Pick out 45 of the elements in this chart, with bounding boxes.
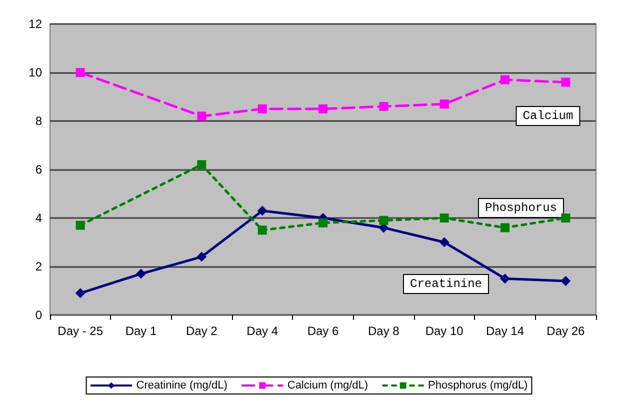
annotation: Phosphorus [484, 201, 558, 215]
point [75, 288, 86, 298]
legend-label: Phosphorus (mg/dL) [428, 380, 528, 392]
point [561, 78, 570, 87]
point [76, 220, 85, 230]
point [257, 206, 268, 216]
y-tick-label: 0 [35, 308, 42, 322]
point [318, 104, 328, 114]
x-tick-label: Day 14 [486, 324, 524, 338]
point [136, 268, 146, 279]
x-tick-label: Day 1 [125, 324, 157, 338]
point [500, 274, 510, 284]
point [500, 75, 510, 84]
point [440, 100, 449, 109]
point [197, 160, 206, 170]
point [197, 112, 206, 121]
point [318, 218, 328, 228]
annotation: Creatinine [410, 277, 482, 291]
y-tick-label: 8 [35, 114, 42, 128]
point [439, 237, 450, 248]
y-tick-label: 4 [35, 211, 42, 225]
point [196, 252, 207, 262]
x-tick-label: Day 8 [368, 324, 400, 338]
legend-label: Creatinine (mg/dL) [136, 380, 228, 392]
point [379, 102, 388, 111]
point [258, 226, 267, 235]
point [560, 276, 571, 286]
point [76, 68, 85, 77]
annotation: Calcium [522, 109, 574, 123]
point [379, 216, 388, 225]
y-tick-label: 10 [28, 66, 42, 80]
x-tick-label: Day 26 [546, 324, 585, 338]
x-tick-label: Day 6 [307, 324, 339, 338]
y-tick-label: 12 [28, 17, 42, 31]
x-tick-label: Day 10 [425, 324, 464, 338]
x-tick-label: Day - 25 [58, 324, 104, 338]
point [258, 104, 267, 114]
legend-label: Calcium (mg/dL) [287, 380, 368, 392]
x-tick-label: Day 2 [186, 324, 218, 338]
point [500, 223, 510, 232]
point [561, 214, 570, 222]
x-tick-label: Day 4 [246, 324, 278, 338]
point [440, 214, 449, 222]
y-tick-label: 6 [35, 162, 42, 176]
y-tick-label: 2 [35, 260, 42, 274]
